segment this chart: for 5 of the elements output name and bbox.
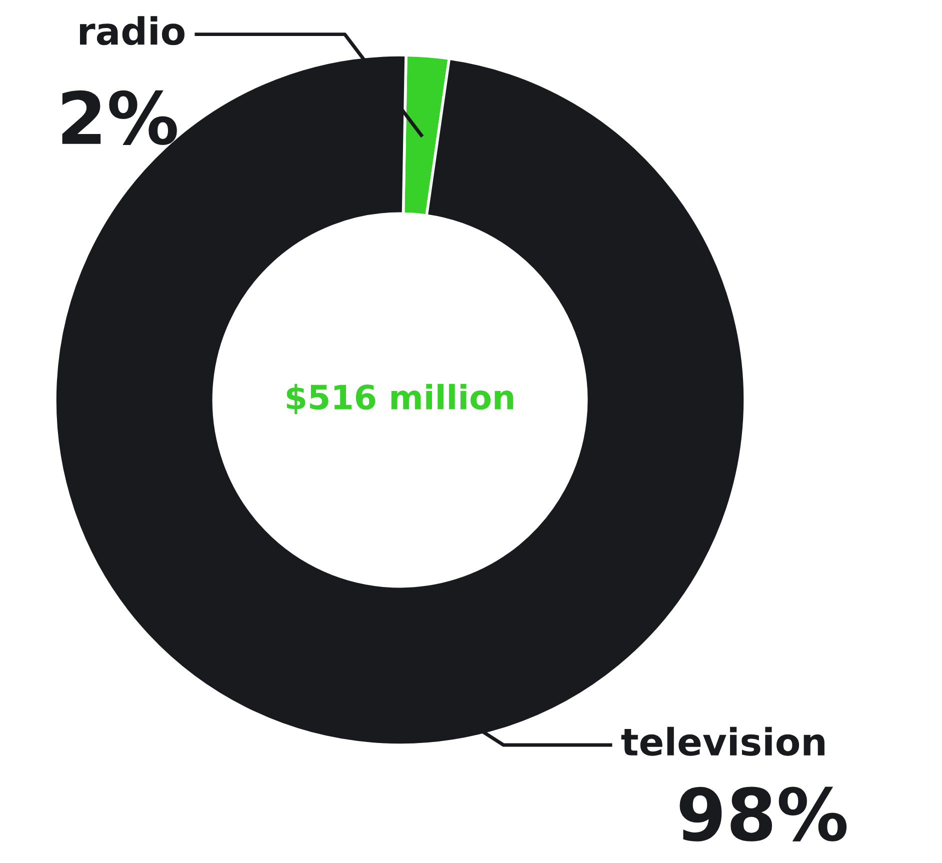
data-label: 2%	[62, 90, 177, 145]
slice-label: radio	[80, 16, 184, 46]
data-label: 98%	[680, 786, 847, 842]
text: $516 million	[286, 384, 514, 414]
slice-label: television	[621, 726, 824, 756]
